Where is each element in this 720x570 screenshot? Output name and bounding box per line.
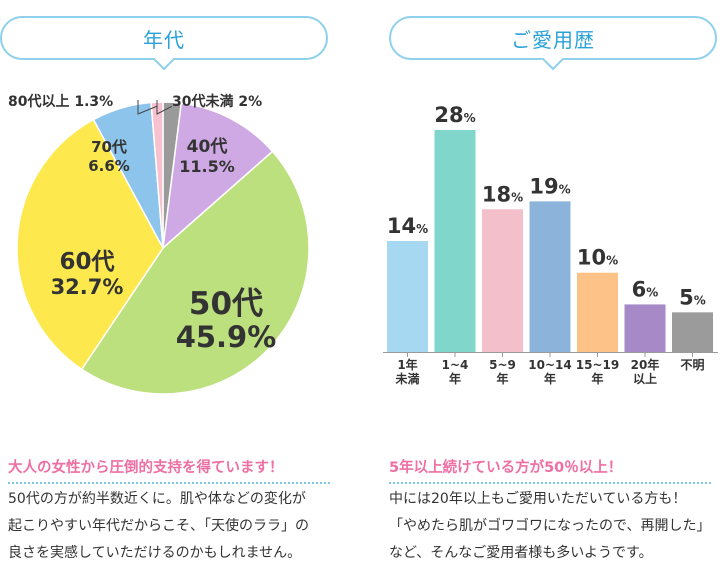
pie-category-label: 60代 xyxy=(59,249,114,275)
usage-body-line: 「やめたら肌がゴワゴワになったので、再開した」 xyxy=(389,518,711,534)
pie-category-label: 50代 xyxy=(189,286,263,322)
pie-value-label: 11.5% xyxy=(179,157,235,176)
pie-outer-label: 30代未満 2% xyxy=(172,93,262,110)
pie-value-label: 32.7% xyxy=(51,275,124,299)
bar xyxy=(482,209,523,352)
age-body: 50代の方が約半数近くに。肌や体などの変化が 起こりやすい年代だからこそ、「天使… xyxy=(8,486,309,567)
x-tick-label: 以上 xyxy=(633,371,657,386)
usage-body: 中には20年以上もご愛用いただいている方も！ 「やめたら肌がゴワゴワになったので… xyxy=(389,486,710,567)
x-tick-label: 10~14 xyxy=(528,358,571,372)
x-tick-label: 1年 xyxy=(397,357,417,372)
usage-bar-chart: 14%1年未満28%1~4年18%5~9年19%10~14年10%15~19年6… xyxy=(383,103,718,386)
pie-category-label: 40代 xyxy=(187,136,228,157)
bar xyxy=(529,201,571,352)
x-tick-label: 20年 xyxy=(631,357,660,372)
usage-body-line: 中には20年以上もご愛用いただいている方も！ xyxy=(389,491,687,507)
bar xyxy=(672,312,713,352)
pie-leader-line xyxy=(156,100,173,115)
x-tick-label: 5~9 xyxy=(489,358,516,372)
usage-divider xyxy=(389,482,711,484)
age-title-pill: 年代 xyxy=(0,16,328,60)
pie-slice xyxy=(80,150,310,395)
age-heading: 大人の女性から圧倒的支持を得ています！ xyxy=(8,460,284,476)
x-tick-label: 年 xyxy=(449,371,461,386)
bar xyxy=(434,130,476,352)
x-tick-label: 未満 xyxy=(394,371,419,386)
bar-value-label: 28% xyxy=(434,103,475,127)
usage-heading: 5年以上続けている方が50％以上！ xyxy=(389,460,623,476)
age-body-line: 50代の方が約半数近くに。肌や体などの変化が xyxy=(8,491,306,507)
age-body-line: 良さを実感していただけるのかもしれません。 xyxy=(8,545,302,561)
usage-body-line: など、そんなご愛用者様も多いようです。 xyxy=(389,545,653,561)
age-body-line: 起こりやすい年代だからこそ、「天使のララ」の xyxy=(8,518,309,534)
x-tick-label: 年 xyxy=(591,371,603,386)
bar xyxy=(624,304,666,352)
x-tick-label: 年 xyxy=(496,371,508,386)
x-tick-label: 1~4 xyxy=(442,358,469,372)
bar-value-label: 10% xyxy=(577,246,618,270)
x-tick-label: 年 xyxy=(544,371,556,386)
bar-value-label: 18% xyxy=(482,182,523,206)
pie-value-label: 6.6% xyxy=(88,157,130,175)
bar-value-label: 19% xyxy=(529,174,570,198)
bar-value-label: 5% xyxy=(679,285,706,309)
bar xyxy=(387,241,428,352)
usage-title-pill: ご愛用歴 xyxy=(389,16,717,60)
pie-outer-label: 80代以上 1.3% xyxy=(8,93,113,110)
x-tick-label: 不明 xyxy=(680,358,704,372)
bar-value-label: 14% xyxy=(387,214,428,238)
pie-category-label: 70代 xyxy=(91,138,127,156)
pie-value-label: 45.9% xyxy=(176,320,277,354)
age-title: 年代 xyxy=(143,27,185,52)
x-tick-label: 15~19 xyxy=(576,358,619,372)
bar-value-label: 6% xyxy=(632,277,659,301)
age-divider xyxy=(8,482,330,484)
pie-leader-line xyxy=(137,100,158,115)
pie-slice xyxy=(162,102,274,250)
bar xyxy=(577,272,618,352)
usage-title: ご愛用歴 xyxy=(511,27,595,52)
